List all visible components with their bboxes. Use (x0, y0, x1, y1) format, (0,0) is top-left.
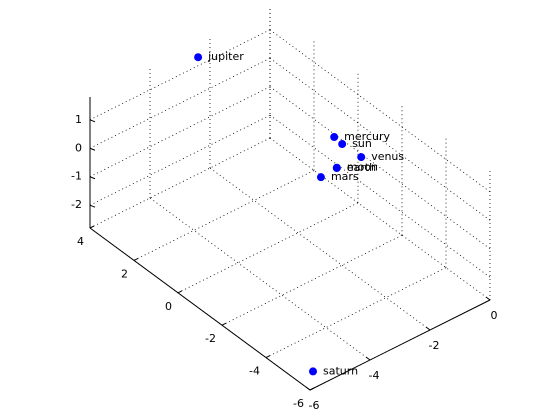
grid-line (89, 114, 271, 206)
x-tick (425, 326, 431, 331)
y-tick-label: -2 (205, 332, 216, 345)
grid-line (89, 57, 271, 149)
grid-line (269, 57, 491, 221)
grid-line (89, 86, 271, 178)
z-tick-label: 0 (75, 141, 82, 154)
grid-line (269, 86, 491, 250)
z-tick (89, 119, 96, 123)
point-label: earth (347, 161, 376, 174)
z-tick-label: 1 (75, 113, 82, 126)
point-label: saturn (323, 364, 358, 377)
y-tick (89, 225, 95, 229)
grid-line (89, 137, 271, 229)
x-tick (485, 296, 491, 301)
grid-line (133, 170, 315, 261)
y-tick-label: -4 (249, 365, 260, 378)
y-tick (221, 322, 227, 326)
x-tick (365, 356, 371, 361)
grid-line (149, 197, 371, 361)
x-axis (309, 299, 491, 391)
y-tick-label: 4 (77, 235, 84, 248)
point-label: venus (371, 150, 404, 163)
point-label: moon (347, 161, 378, 174)
y-tick (265, 355, 271, 359)
point (357, 153, 366, 162)
y-tick (177, 290, 183, 294)
y-tick-label: -6 (293, 397, 304, 410)
z-tick-label: -1 (71, 170, 82, 183)
y-tick-label: 0 (165, 300, 172, 313)
y-axis (89, 227, 311, 391)
grid-line (89, 29, 271, 121)
z-tick (89, 176, 96, 180)
x-tick-label: -6 (309, 399, 320, 412)
x-tick-label: 0 (491, 309, 498, 322)
y-tick-label: 2 (121, 267, 128, 280)
z-tick (89, 204, 96, 208)
point-label: mars (331, 170, 359, 183)
grid-line (269, 29, 491, 193)
point (332, 163, 341, 172)
point-label: jupiter (207, 50, 244, 63)
z-tick-label: -2 (71, 198, 82, 211)
point (338, 140, 347, 149)
x-tick (305, 386, 311, 391)
x-tick-label: -2 (429, 339, 440, 352)
point-label: sun (352, 137, 372, 150)
point (316, 173, 325, 182)
grid-line (265, 267, 447, 358)
y-tick (133, 257, 139, 261)
y-tick (309, 387, 315, 391)
grid-line (209, 167, 431, 331)
point (330, 133, 339, 142)
point (309, 367, 317, 376)
grid-line (269, 114, 491, 278)
grid-line (221, 234, 403, 326)
z-tick (89, 147, 96, 151)
point-label: mercury (344, 130, 390, 143)
grid-line (269, 137, 491, 301)
x-tick-label: -4 (369, 369, 380, 382)
point (194, 53, 203, 62)
grid-line (177, 202, 359, 294)
